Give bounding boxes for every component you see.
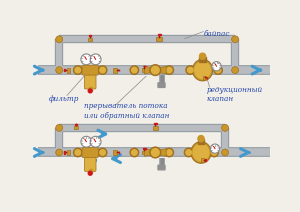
Polygon shape (145, 149, 152, 156)
Ellipse shape (152, 149, 159, 156)
Circle shape (210, 148, 218, 157)
Circle shape (90, 136, 101, 147)
Ellipse shape (150, 147, 161, 158)
Circle shape (56, 124, 63, 131)
Circle shape (210, 144, 220, 153)
Text: редукционный
клапан: редукционный клапан (206, 85, 262, 103)
Bar (204, 160, 206, 161)
Bar (113, 150, 117, 155)
Circle shape (81, 54, 92, 65)
Ellipse shape (152, 66, 159, 74)
Circle shape (167, 67, 172, 73)
Circle shape (186, 66, 194, 74)
Bar (207, 77, 208, 79)
Circle shape (165, 148, 173, 157)
FancyBboxPatch shape (84, 73, 96, 89)
FancyBboxPatch shape (84, 155, 96, 171)
Circle shape (212, 62, 221, 71)
Circle shape (56, 67, 63, 74)
Bar (143, 148, 146, 149)
Polygon shape (145, 66, 152, 74)
Bar (113, 68, 117, 73)
Bar (89, 87, 92, 91)
FancyBboxPatch shape (82, 148, 98, 158)
Bar (76, 124, 77, 127)
Circle shape (130, 148, 139, 157)
Bar (89, 35, 91, 36)
FancyBboxPatch shape (82, 65, 98, 75)
Bar (75, 124, 77, 125)
Bar (90, 36, 91, 38)
Bar (153, 126, 158, 130)
Circle shape (232, 36, 238, 43)
Bar (88, 38, 92, 41)
Bar (64, 151, 65, 154)
Circle shape (188, 67, 193, 73)
Bar (203, 76, 206, 80)
Circle shape (200, 53, 206, 59)
Circle shape (222, 149, 229, 156)
Bar (155, 124, 156, 126)
Bar (142, 68, 147, 72)
Circle shape (130, 66, 139, 74)
Circle shape (81, 136, 92, 147)
Bar (200, 57, 206, 62)
Ellipse shape (191, 142, 211, 163)
Bar (144, 149, 145, 151)
Circle shape (132, 67, 137, 73)
Ellipse shape (195, 62, 210, 79)
Circle shape (222, 124, 229, 131)
Text: прерыватель потока
или обратный клапан: прерыватель потока или обратный клапан (84, 102, 170, 120)
Circle shape (214, 66, 222, 74)
Circle shape (56, 36, 63, 43)
Circle shape (100, 67, 105, 73)
Text: байпас: байпас (203, 30, 230, 38)
Ellipse shape (193, 144, 209, 161)
Circle shape (74, 66, 82, 74)
Bar (74, 126, 78, 129)
Circle shape (74, 148, 82, 157)
Bar (142, 151, 147, 154)
Bar (205, 77, 207, 78)
Circle shape (75, 150, 81, 155)
Circle shape (75, 67, 81, 73)
Bar (117, 70, 119, 71)
Circle shape (215, 67, 221, 73)
Polygon shape (158, 66, 166, 74)
Bar (67, 150, 70, 155)
Circle shape (100, 150, 105, 155)
Bar (64, 69, 65, 71)
Polygon shape (158, 149, 166, 156)
Bar (154, 123, 157, 124)
Circle shape (90, 54, 101, 65)
Circle shape (184, 148, 193, 157)
Ellipse shape (193, 59, 213, 81)
Bar (144, 66, 145, 68)
Bar (201, 158, 204, 162)
Bar (89, 169, 92, 173)
Bar (157, 37, 162, 41)
Circle shape (98, 148, 107, 157)
Circle shape (232, 67, 238, 74)
Bar (198, 139, 204, 144)
Bar (67, 68, 70, 73)
Circle shape (198, 135, 204, 142)
FancyBboxPatch shape (158, 165, 165, 170)
Circle shape (88, 89, 92, 93)
Circle shape (56, 149, 63, 156)
Circle shape (88, 171, 92, 175)
Circle shape (212, 150, 217, 155)
Bar (159, 35, 160, 38)
Text: фильтр: фильтр (49, 95, 80, 103)
FancyBboxPatch shape (158, 83, 165, 87)
Bar (65, 70, 67, 71)
Bar (117, 152, 119, 153)
Circle shape (186, 150, 191, 155)
Bar (65, 152, 67, 153)
Circle shape (132, 150, 137, 155)
Circle shape (98, 66, 107, 74)
Circle shape (167, 150, 172, 155)
Circle shape (165, 66, 173, 74)
Ellipse shape (150, 65, 161, 75)
